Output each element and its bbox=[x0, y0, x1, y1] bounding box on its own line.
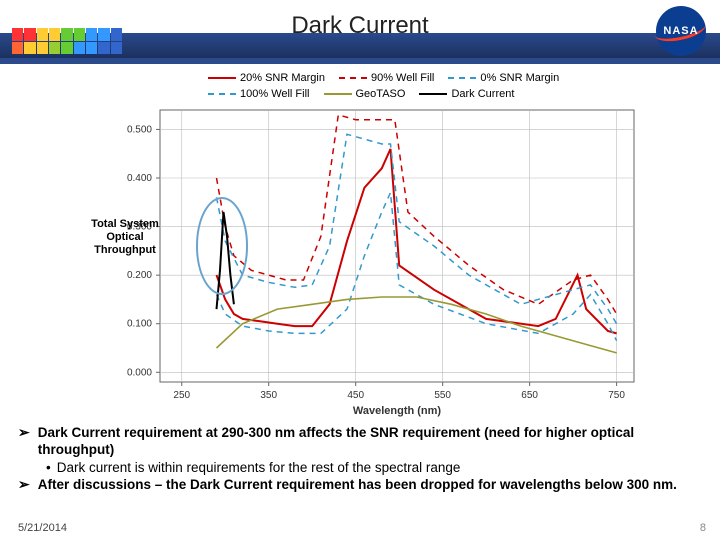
dot-icon: • bbox=[46, 459, 51, 476]
svg-text:350: 350 bbox=[260, 390, 277, 401]
bullet-2: ➢ After discussions – the Dark Current re… bbox=[18, 476, 708, 494]
svg-text:0.200: 0.200 bbox=[127, 270, 152, 281]
svg-text:0.400: 0.400 bbox=[127, 173, 152, 184]
svg-text:0.100: 0.100 bbox=[127, 319, 152, 330]
svg-text:450: 450 bbox=[347, 390, 364, 401]
svg-text:550: 550 bbox=[434, 390, 451, 401]
slide-header: TEMPO Dark Current NASA bbox=[0, 0, 720, 68]
chart-area: Total System Optical Throughput 20% SNR … bbox=[88, 70, 648, 418]
y-axis-label: Total System Optical Throughput bbox=[80, 218, 170, 258]
nasa-meatball-icon: NASA bbox=[656, 6, 706, 56]
legend-item: 0% SNR Margin bbox=[448, 72, 559, 84]
legend-item: 100% Well Fill bbox=[208, 88, 310, 100]
highlight-circle-icon bbox=[196, 197, 248, 294]
legend-item: Dark Current bbox=[419, 88, 514, 100]
bullet-1: ➢Dark Current requirement at 290-300 nm … bbox=[18, 424, 708, 459]
bullet-1-sub: • Dark current is within requirements for… bbox=[46, 459, 708, 476]
bullet-1-sub-text: Dark current is within requirements for … bbox=[57, 459, 461, 476]
header-underline bbox=[0, 58, 720, 64]
svg-text:0.000: 0.000 bbox=[127, 367, 152, 378]
legend-item: 20% SNR Margin bbox=[208, 72, 325, 84]
chart-legend: 20% SNR Margin 90% Well Fill 0% SNR Margin… bbox=[208, 70, 568, 106]
bullet-list: ➢Dark Current requirement at 290-300 nm … bbox=[18, 424, 708, 494]
legend-item: 90% Well Fill bbox=[339, 72, 434, 84]
svg-text:750: 750 bbox=[608, 390, 625, 401]
svg-text:650: 650 bbox=[521, 390, 538, 401]
legend-item: GeoTASO bbox=[324, 88, 406, 100]
arrow-icon: ➢ bbox=[18, 424, 30, 459]
nasa-logo-text: NASA bbox=[663, 25, 698, 37]
bullet-1-text: Dark Current requirement at 290-300 nm a… bbox=[38, 424, 708, 459]
tempo-logo-text: TEMPO bbox=[18, 6, 92, 29]
svg-text:250: 250 bbox=[173, 390, 190, 401]
slide-title: Dark Current bbox=[0, 12, 720, 40]
bullet-2-text: After discussions – the Dark Current req… bbox=[38, 476, 677, 494]
svg-text:0.500: 0.500 bbox=[127, 124, 152, 135]
line-chart: 0.0000.1000.2000.3000.4000.5002503504505… bbox=[88, 70, 648, 418]
footer-date: 5/21/2014 bbox=[18, 522, 67, 534]
footer-page-number: 8 bbox=[700, 522, 706, 534]
nasa-logo: NASA bbox=[656, 6, 706, 56]
svg-text:Wavelength (nm): Wavelength (nm) bbox=[353, 405, 442, 417]
arrow-icon: ➢ bbox=[18, 476, 30, 494]
